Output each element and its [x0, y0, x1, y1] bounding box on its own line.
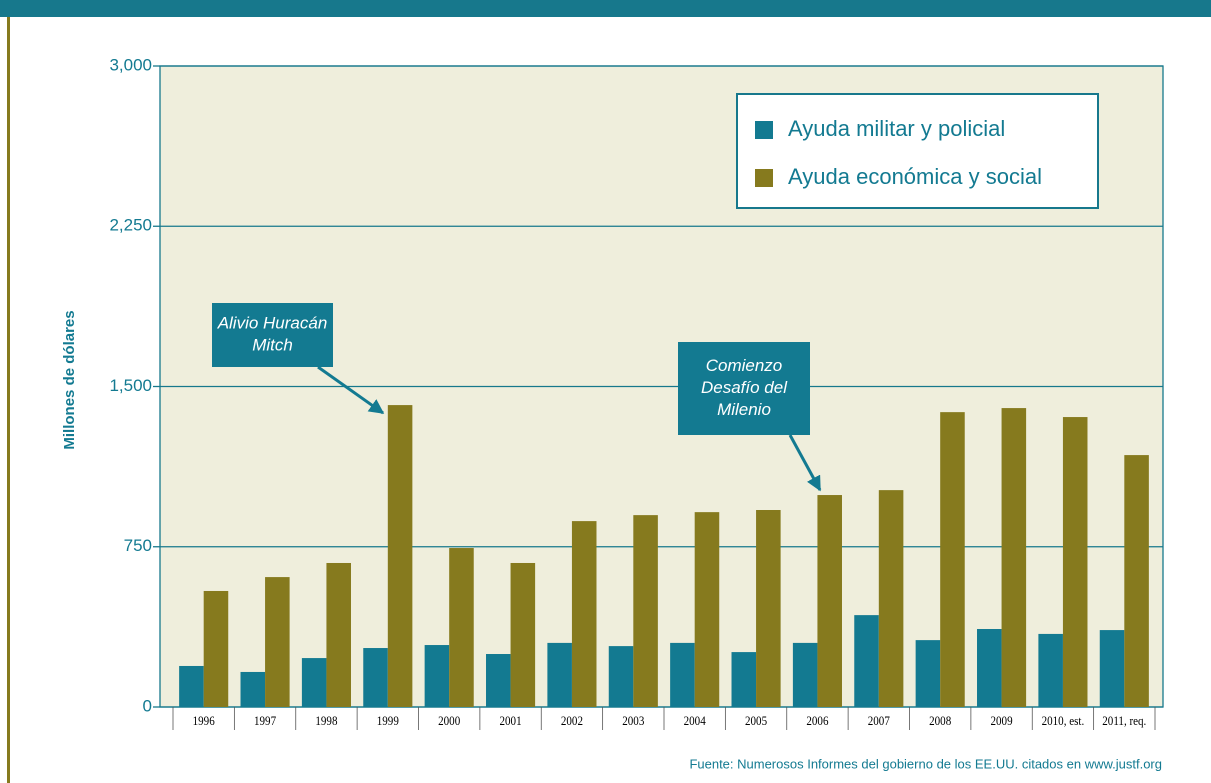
x-tick-label: 2010, est.	[1042, 713, 1085, 728]
x-tick-label: 2007	[868, 713, 890, 728]
bar	[203, 590, 229, 707]
bar	[486, 654, 511, 707]
x-tick-label: 2002	[561, 713, 583, 728]
bar	[977, 629, 1002, 707]
y-tick-label: 0	[143, 696, 152, 715]
bar	[1038, 633, 1063, 707]
x-tick-label: 1997	[254, 713, 276, 728]
x-tick-label: 2003	[622, 713, 644, 728]
y-tick-label: 1,500	[109, 376, 152, 395]
bar	[363, 648, 388, 707]
source: Fuente: Numerosos Informes del gobierno …	[689, 756, 1162, 771]
x-tick-label: 1996	[193, 713, 215, 728]
bar	[633, 515, 658, 707]
bar	[1099, 630, 1125, 707]
bar	[670, 642, 695, 707]
annotation-box	[678, 342, 810, 435]
bar	[179, 665, 204, 707]
bar	[940, 412, 965, 707]
annotation-text: Desafío del	[701, 378, 788, 397]
x-tick-label: 2005	[745, 713, 767, 728]
bar	[265, 577, 290, 707]
bar	[608, 646, 634, 707]
x-tick-label: 2011, req.	[1102, 713, 1146, 728]
x-tick-label: 2008	[929, 713, 951, 728]
annotation-arrow	[788, 434, 822, 492]
bar	[510, 562, 536, 707]
bar	[731, 652, 757, 707]
legend-box	[736, 93, 1099, 209]
legend-swatch	[755, 121, 773, 139]
left-border	[7, 17, 10, 783]
y-tick-label: 2,250	[109, 216, 152, 235]
annotation-arrow	[317, 365, 385, 415]
x-tick-label: 2001	[500, 713, 522, 728]
x-tick-label: 2004	[684, 713, 706, 728]
legend-label: Ayuda económica y social	[788, 164, 1042, 189]
bar	[424, 645, 450, 707]
annotation-text: Comienzo	[706, 356, 783, 375]
y-tick-label: 750	[124, 536, 152, 555]
bar	[1124, 455, 1149, 707]
bar	[1001, 408, 1027, 707]
bar	[387, 405, 413, 707]
annotation-text: Alivio Huracán	[217, 313, 328, 332]
x-tick-label: 1999	[377, 713, 399, 728]
bar	[915, 640, 941, 707]
bar	[547, 642, 572, 707]
bar	[878, 490, 904, 707]
legend-swatch	[755, 169, 773, 187]
annotation-text: Milenio	[717, 400, 771, 419]
x-tick-label: 2009	[991, 713, 1013, 728]
plot-frame	[159, 65, 1164, 708]
y-axis-label: Millones de dólares	[61, 310, 78, 449]
bar	[449, 548, 474, 707]
bar	[326, 562, 351, 707]
x-tick-label: 2000	[438, 713, 460, 728]
legend-label: Ayuda militar y policial	[788, 116, 1005, 141]
bar	[301, 658, 327, 707]
annotation-text: Mitch	[252, 335, 293, 354]
x-tick-label: 1998	[315, 713, 337, 728]
x-tick-label: 2006	[806, 713, 828, 728]
bar	[792, 642, 818, 707]
bar	[1062, 417, 1088, 707]
bar	[854, 615, 879, 707]
y-tick-label: 3,000	[109, 55, 152, 74]
bar	[756, 509, 781, 707]
bar	[694, 512, 720, 707]
bar	[571, 521, 597, 707]
top-bar	[0, 0, 1211, 17]
bar	[240, 671, 266, 707]
bar	[817, 495, 842, 707]
annotation-box	[212, 303, 333, 367]
